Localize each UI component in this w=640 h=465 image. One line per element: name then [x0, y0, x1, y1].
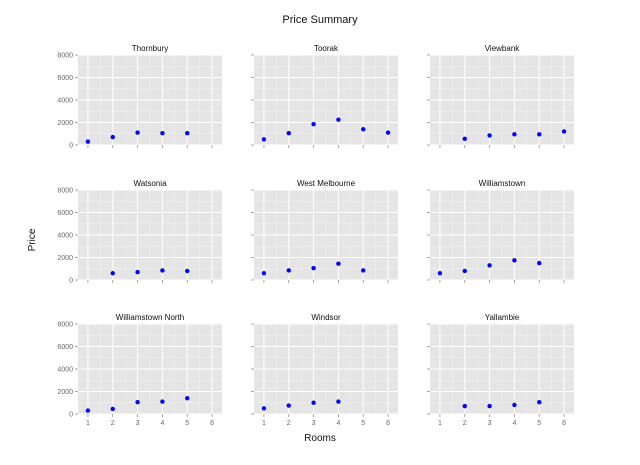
data-point — [336, 261, 341, 266]
facet-panel: 0 2000 4000 6000 8000 Watsonia — [57, 179, 222, 285]
data-point — [487, 133, 492, 138]
y-tick-label: 4000 — [57, 367, 73, 374]
facet-panel: 1 2 3 4 5 6 Yallambie — [427, 313, 574, 427]
data-point — [160, 130, 165, 136]
data-point — [85, 408, 91, 413]
y-tick-label: 0 — [69, 412, 73, 419]
data-point — [537, 260, 542, 266]
data-point — [462, 268, 467, 274]
facet-label: Windsor — [311, 313, 341, 322]
facet-label: Toorak — [314, 44, 339, 53]
facet-panel: West Melbourne — [251, 179, 398, 283]
x-tick-label: 1 — [438, 420, 442, 427]
x-tick-label: 4 — [512, 420, 516, 427]
data-point — [261, 271, 267, 276]
data-point — [110, 134, 115, 140]
x-tick-label: 5 — [361, 420, 365, 427]
y-tick-label: 4000 — [57, 98, 73, 105]
y-tick-label: 8000 — [57, 188, 73, 195]
facet-label: Watsonia — [133, 179, 167, 188]
y-axis-title: Price — [27, 228, 38, 251]
data-point — [361, 268, 366, 273]
data-point — [286, 403, 291, 408]
x-tick-label: 4 — [160, 420, 164, 427]
data-point — [512, 132, 517, 137]
data-point — [261, 406, 267, 411]
y-tick-label: 0 — [69, 278, 73, 285]
data-point — [512, 258, 517, 263]
data-point — [160, 399, 165, 404]
facet-panel: Viewbank — [427, 44, 574, 148]
data-point — [110, 406, 115, 412]
data-point — [462, 403, 467, 409]
x-tick-label: 3 — [136, 420, 140, 427]
data-point — [110, 271, 115, 276]
data-point — [361, 127, 366, 132]
data-point — [185, 268, 190, 274]
data-point — [336, 399, 341, 404]
chart-title: Price Summary — [282, 14, 358, 26]
facet-panel: 0 2000 4000 6000 8000 Thornbury — [57, 44, 222, 150]
y-tick-label: 2000 — [57, 255, 73, 262]
facet-panel: Toorak — [251, 44, 398, 148]
facet-label: West Melbourne — [297, 179, 356, 188]
data-point — [336, 117, 341, 122]
data-point — [160, 268, 165, 273]
x-tick-label: 6 — [210, 420, 214, 427]
y-tick-label: 8000 — [57, 322, 73, 329]
x-tick-label: 5 — [185, 420, 189, 427]
y-tick-label: 2000 — [57, 389, 73, 396]
data-point — [135, 269, 140, 275]
data-point — [261, 137, 267, 142]
y-tick-label: 0 — [69, 143, 73, 150]
x-tick-label: 3 — [312, 420, 316, 427]
data-point — [286, 130, 291, 136]
y-tick-label: 4000 — [57, 233, 73, 240]
data-point — [487, 263, 492, 268]
y-tick-label: 2000 — [57, 120, 73, 127]
y-tick-label: 8000 — [57, 53, 73, 60]
data-point — [462, 136, 467, 142]
data-point — [537, 132, 542, 137]
x-tick-label: 2 — [463, 420, 467, 427]
x-tick-label: 2 — [111, 420, 115, 427]
data-point — [85, 139, 91, 144]
y-tick-label: 6000 — [57, 344, 73, 351]
facet-panel: 0 2000 4000 6000 8000 1 2 3 4 5 6 Williamstown Nort… — [57, 313, 222, 427]
data-point — [537, 399, 542, 405]
y-tick-label: 6000 — [57, 75, 73, 82]
data-point — [487, 403, 492, 409]
data-point — [311, 121, 316, 127]
data-point — [512, 402, 517, 408]
data-point — [185, 396, 190, 401]
facet-label: Williamstown North — [116, 313, 184, 322]
data-point — [135, 399, 140, 405]
facet-label: Viewbank — [485, 44, 521, 53]
y-tick-label: 6000 — [57, 210, 73, 217]
x-tick-label: 5 — [537, 420, 541, 427]
facet-label: Yallambie — [485, 313, 520, 322]
data-point — [185, 130, 190, 136]
facet-panel: Williamstown — [427, 179, 574, 283]
x-tick-label: 3 — [488, 420, 492, 427]
data-point — [311, 265, 316, 271]
data-point — [385, 130, 391, 135]
facet-label: Williamstown — [479, 179, 526, 188]
x-axis-title: Rooms — [304, 433, 336, 444]
x-tick-label: 1 — [86, 420, 90, 427]
x-tick-label: 6 — [386, 420, 390, 427]
data-point — [286, 268, 291, 273]
data-point — [437, 271, 443, 276]
x-tick-label: 4 — [336, 420, 340, 427]
x-tick-label: 6 — [562, 420, 566, 427]
x-tick-label: 2 — [287, 420, 291, 427]
data-point — [135, 130, 140, 135]
x-tick-label: 1 — [262, 420, 266, 427]
facet-panels: 0 2000 4000 6000 8000 Thornbury Toorak Viewbank… — [57, 44, 574, 427]
data-point — [311, 400, 316, 405]
facet-panel: 1 2 3 4 5 6 Windsor — [251, 313, 398, 427]
facet-label: Thornbury — [132, 44, 168, 53]
data-point — [561, 129, 567, 134]
